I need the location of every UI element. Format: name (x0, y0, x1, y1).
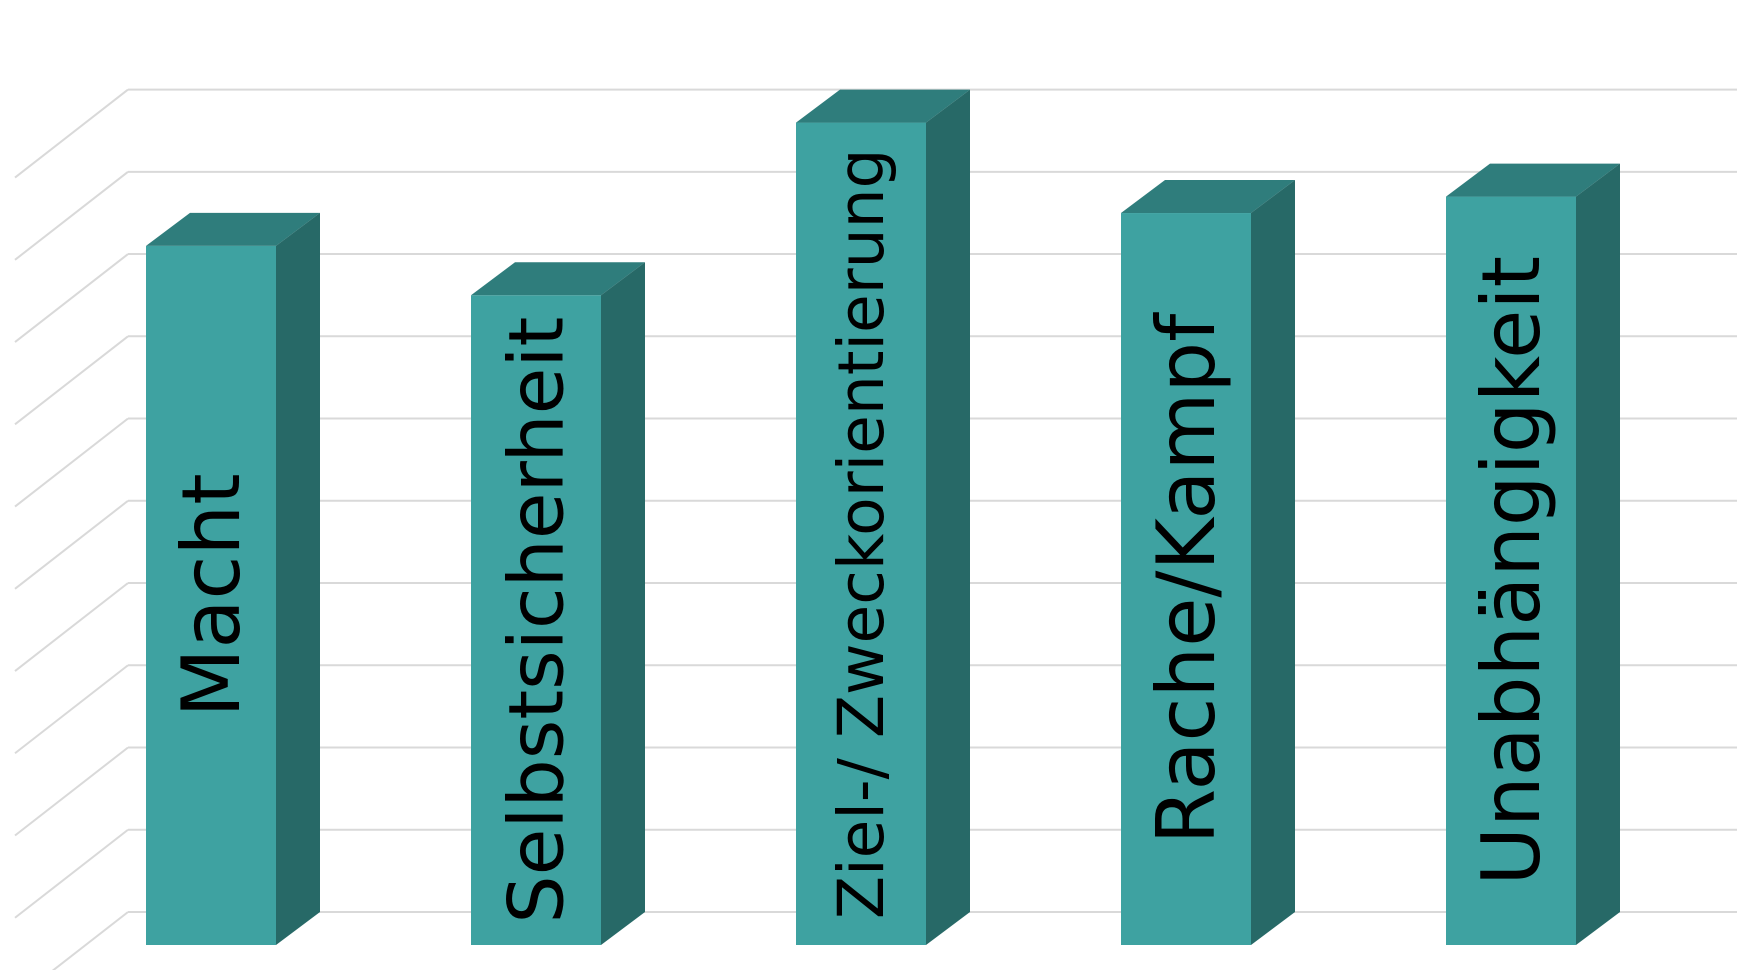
gridline-diagonal (14, 335, 129, 426)
bar-side (1576, 163, 1620, 945)
gridline-diagonal (51, 911, 129, 970)
bar-side (926, 89, 970, 946)
bar-top (1121, 180, 1295, 214)
bar-top (1446, 163, 1620, 197)
bar: Unabhängigkeit (1446, 163, 1620, 945)
bar-top (146, 212, 320, 246)
bar-label: Macht (165, 473, 258, 717)
gridline-diagonal (14, 664, 129, 755)
gridline-diagonal (14, 499, 129, 590)
gridline-diagonal (14, 253, 129, 343)
bar-label: Selbstsicherheit (492, 317, 581, 924)
bars: Macht Selbstsicherheit Ziel-/ Zweckorienti… (146, 89, 1620, 946)
bar: Ziel-/ Zweckorientierung (796, 89, 970, 946)
bar-front (471, 295, 601, 945)
bar-side (1251, 180, 1295, 946)
gridline-diagonal (14, 417, 129, 508)
bar-label: Unabhängigkeit (1465, 256, 1558, 886)
bar-top (796, 89, 970, 123)
bar-side (276, 212, 320, 946)
gridline-diagonal (14, 582, 129, 672)
bar-front (146, 245, 276, 946)
bar: Macht (146, 212, 320, 946)
gridline-diagonal (14, 746, 129, 837)
gridline-diagonal (14, 828, 129, 919)
bar-label: Rache/Kampf (1140, 312, 1233, 845)
bar-top (471, 262, 645, 296)
gridline-diagonal (14, 171, 129, 261)
bar-front (1121, 213, 1251, 946)
bar: Rache/Kampf (1121, 180, 1295, 946)
bar-side (601, 262, 645, 945)
gridline-diagonal (14, 88, 129, 179)
bar-front (796, 122, 926, 946)
bar-label: Ziel-/ Zweckorientierung (825, 148, 898, 919)
bar-front (1446, 196, 1576, 945)
bar: Selbstsicherheit (471, 262, 645, 945)
